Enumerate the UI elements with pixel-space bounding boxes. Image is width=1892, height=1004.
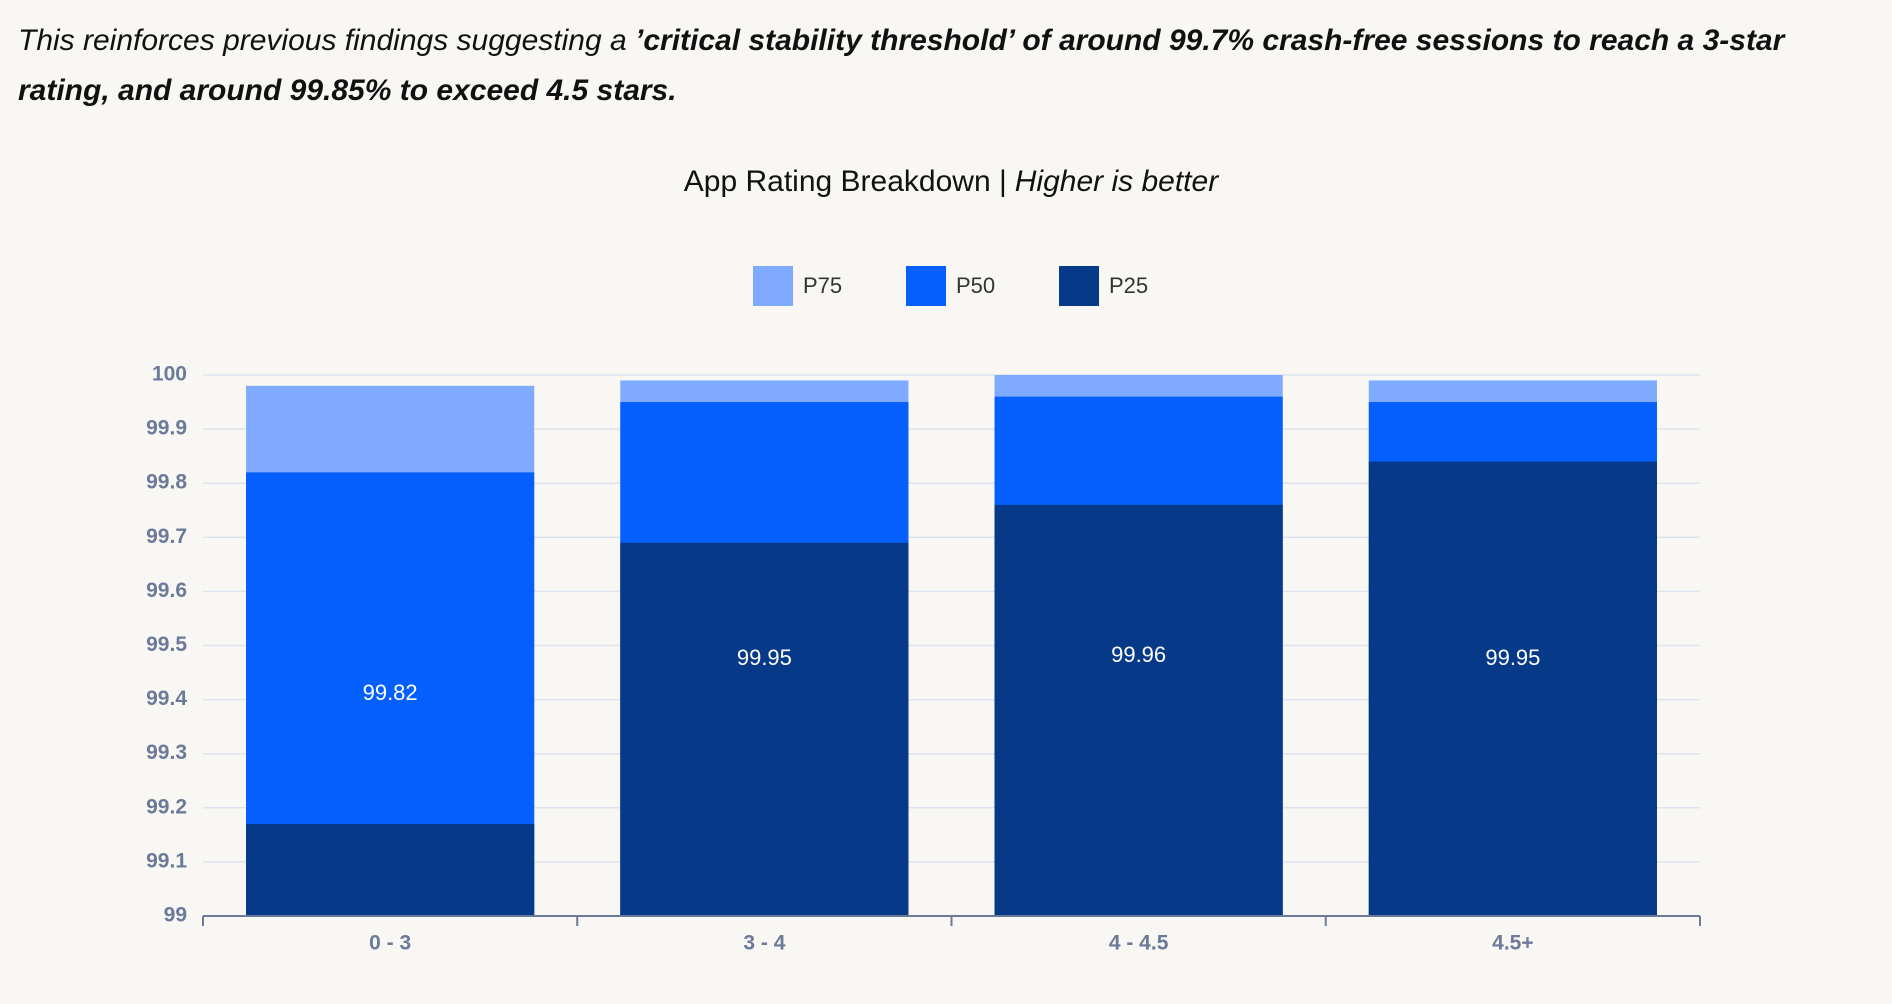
intro-text: This reinforces previous findings sugges… [18, 24, 635, 57]
bar [620, 542, 909, 916]
legend-label: P50 [956, 273, 995, 298]
x-tick-label: 4.5+ [1492, 932, 1533, 955]
y-tick-label: 99 [164, 904, 187, 927]
intro-paragraph: This reinforces previous findings sugges… [18, 16, 1868, 116]
x-tick-label: 0 - 3 [369, 932, 411, 955]
x-tick-label: 3 - 4 [743, 932, 785, 955]
y-tick-label: 99.7 [146, 525, 187, 548]
data-label: 99.95 [1485, 645, 1540, 670]
chart-title-line: App Rating Breakdown | Higher is better [684, 165, 1219, 198]
y-tick-label: 99.8 [146, 471, 187, 494]
y-tick-label: 99.9 [146, 417, 187, 440]
bar [246, 824, 535, 916]
bar [994, 504, 1283, 916]
intro-emphasis: ’critical stability threshold’ of around… [18, 24, 1785, 107]
legend-swatch [753, 266, 793, 306]
bar [1368, 461, 1657, 916]
y-tick-label: 99.4 [146, 687, 187, 710]
legend-swatch [906, 266, 946, 306]
chart-title: App Rating Breakdown | [684, 165, 1007, 198]
y-tick-label: 99.2 [146, 795, 187, 818]
legend-label: P75 [803, 273, 842, 298]
legend-swatch [1059, 266, 1099, 306]
legend-label: P25 [1109, 273, 1148, 298]
y-tick-label: 99.6 [146, 579, 187, 602]
data-label: 99.96 [1111, 642, 1166, 667]
data-label: 99.82 [363, 680, 418, 705]
y-tick-label: 99.1 [146, 849, 187, 872]
y-tick-label: 100 [152, 363, 187, 386]
chart-subtitle: Higher is better [1015, 165, 1219, 198]
data-label: 99.95 [737, 645, 792, 670]
y-tick-label: 99.5 [146, 633, 187, 656]
y-tick-label: 99.3 [146, 741, 187, 764]
x-tick-label: 4 - 4.5 [1109, 932, 1169, 955]
